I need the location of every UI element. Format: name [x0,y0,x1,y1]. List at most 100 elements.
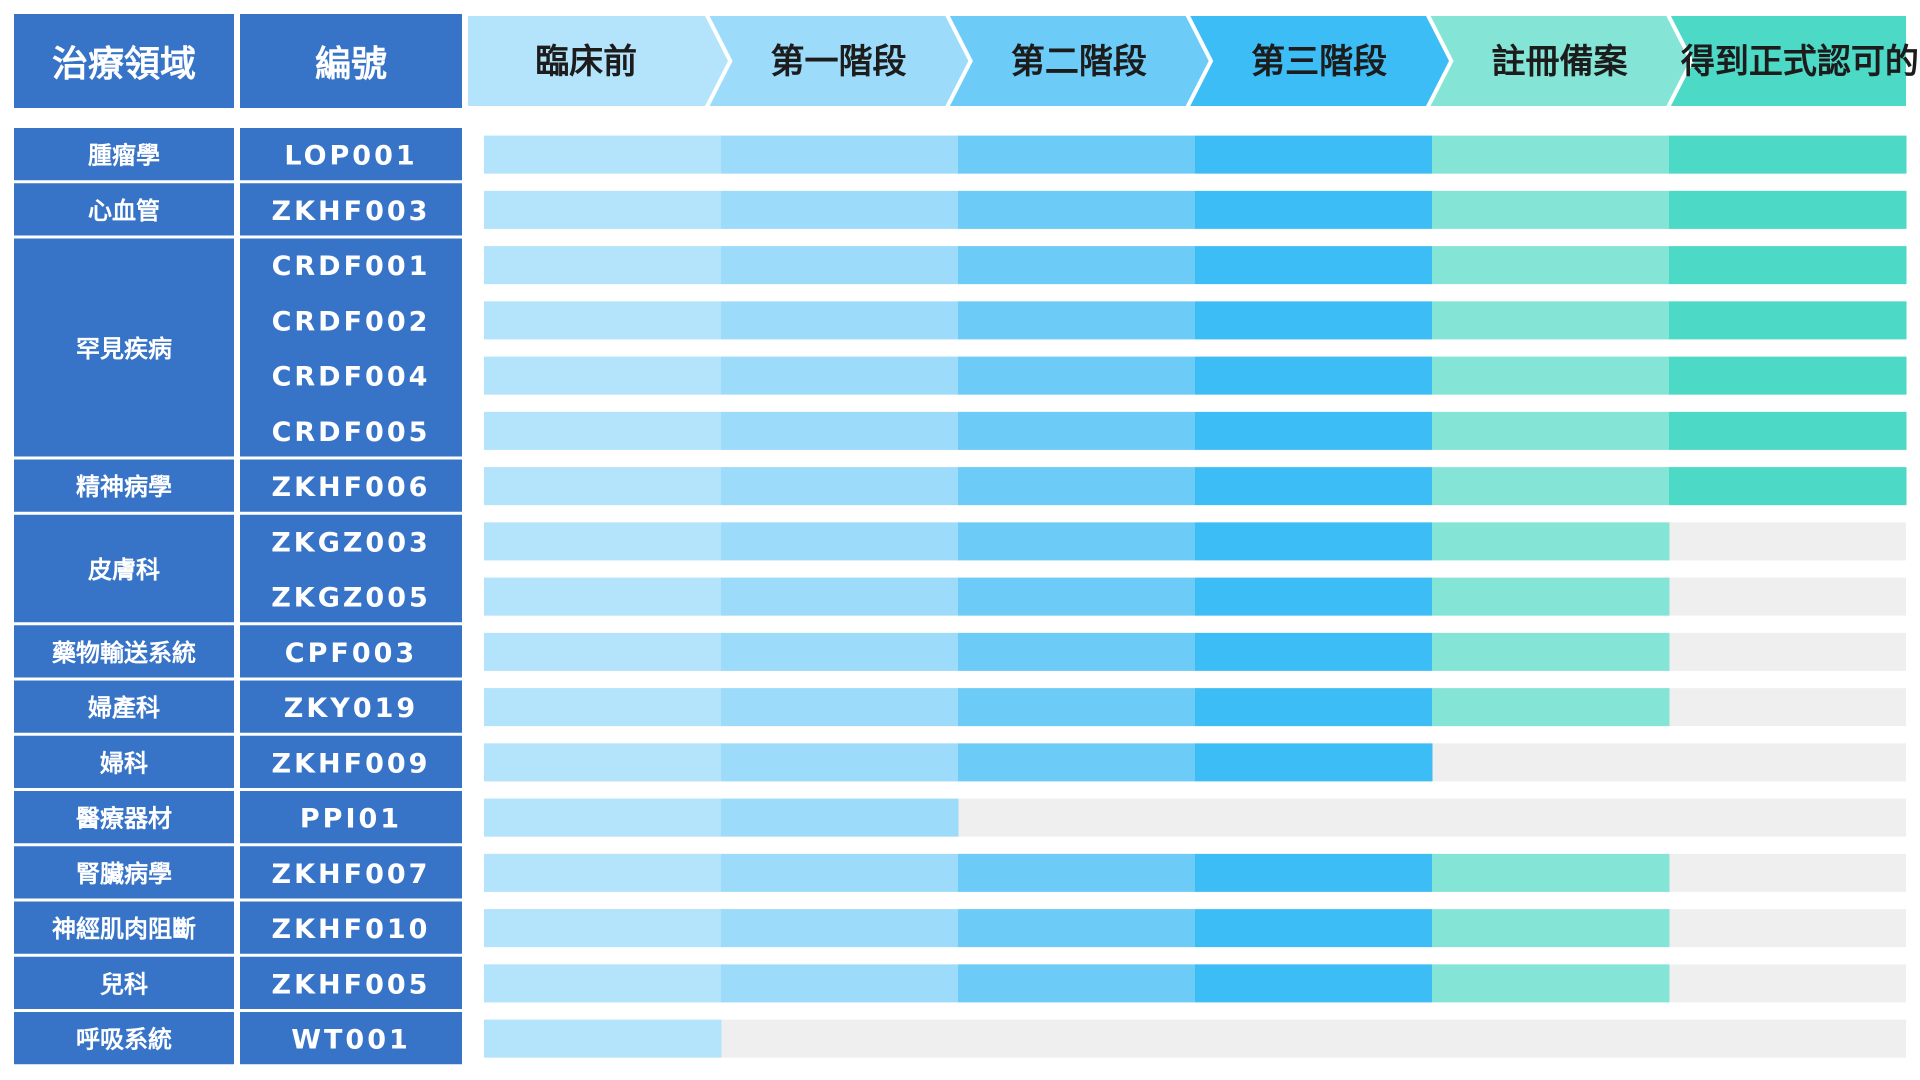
bar-segment-ZKGZ005-stage-5 [1432,577,1670,616]
bar-segment-ZKGZ003-stage-3 [958,522,1196,561]
code-cell [240,735,462,788]
bar-segment-ZKHF005-stage-2 [721,964,959,1003]
area-label: 心血管 [88,197,160,225]
code-cell [240,238,462,457]
code-cell [240,128,462,181]
bar-segment-ZKHF003-stage-5 [1432,190,1670,229]
area-label: 婦科 [99,749,148,777]
code-label: ZKHF010 [272,914,431,945]
area-label: 精神病學 [76,473,172,501]
area-label: 醫療器材 [76,805,172,833]
code-label: ZKGZ005 [271,583,431,614]
code-label: CRDF005 [272,417,431,448]
code-label: CRDF002 [272,306,431,337]
bar-segment-ZKHF003-stage-4 [1195,190,1433,229]
code-cell [240,791,462,844]
bar-segment-ZKHF007-stage-2 [721,853,959,892]
bar-segment-CRDF001-stage-2 [721,246,959,285]
bar-segment-ZKHF010-stage-1 [484,909,722,948]
bar-segment-ZKY019-stage-5 [1432,688,1670,727]
code-label: ZKHF006 [272,472,431,503]
area-cell [14,846,234,899]
bar-segment-ZKGZ005-stage-3 [958,577,1196,616]
code-label: ZKGZ003 [271,527,431,558]
stage-header-label: 臨床前 [535,42,637,82]
bar-segment-ZKGZ003-stage-5 [1432,522,1670,561]
bar-segment-CRDF001-stage-1 [484,246,722,285]
code-label: ZKHF003 [272,196,431,227]
area-label: 腎臟病學 [76,860,172,888]
code-label: CRDF004 [272,362,431,393]
header-code: 編號 [240,14,462,108]
stage-header-label: 第二階段 [1011,42,1147,82]
bar-segment-ZKHF006-stage-5 [1432,467,1670,506]
bar-segment-CRDF004-stage-4 [1195,356,1433,395]
code-cell [240,680,462,733]
bar-segment-ZKGZ003-stage-4 [1195,522,1433,561]
stage-header-label: 第一階段 [771,42,907,82]
code-label: ZKHF009 [272,748,431,779]
area-label: 罕見疾病 [76,335,172,363]
area-label: 腫瘤學 [88,142,160,170]
bar-segment-ZKHF009-stage-4 [1195,743,1433,782]
bar-segment-CRDF002-stage-2 [721,301,959,340]
bar-segment-CRDF002-stage-6 [1669,301,1907,340]
bar-segment-ZKY019-stage-4 [1195,688,1433,727]
bar-segment-CPF003-stage-5 [1432,632,1670,671]
code-label: ZKY019 [284,693,418,724]
bar-segment-CRDF005-stage-5 [1432,411,1670,450]
area-label: 兒科 [100,970,148,998]
bar-segment-ZKHF003-stage-2 [721,190,959,229]
code-label: ZKHF007 [272,859,431,890]
bar-segment-LOP001-stage-3 [958,135,1196,174]
area-cell [14,791,234,844]
code-label: ZKHF005 [272,969,431,1000]
bar-segment-ZKHF006-stage-3 [958,467,1196,506]
bar-segment-ZKHF003-stage-3 [958,190,1196,229]
bar-segment-WT001-stage-1 [484,1019,722,1058]
bar-segment-ZKHF009-stage-1 [484,743,722,782]
bar-segment-ZKHF005-stage-1 [484,964,722,1003]
bar-segment-ZKHF010-stage-3 [958,909,1196,948]
bar-segment-ZKHF006-stage-6 [1669,467,1907,506]
stage-header-label: 註冊備案 [1492,42,1629,82]
bar-segment-ZKY019-stage-3 [958,688,1196,727]
stage-header-label: 第三階段 [1251,42,1387,82]
bar-segment-CRDF005-stage-2 [721,411,959,450]
bar-segment-CRDF005-stage-6 [1669,411,1907,450]
bar-segment-ZKHF003-stage-6 [1669,190,1907,229]
bar-segment-CRDF002-stage-5 [1432,301,1670,340]
header-therapeutic-area: 治療領域 [14,14,234,108]
bar-segment-ZKHF010-stage-2 [721,909,959,948]
bar-segment-CRDF004-stage-2 [721,356,959,395]
area-label: 神經肌肉阻斷 [52,915,196,943]
bar-segment-CRDF005-stage-3 [958,411,1196,450]
bar-segment-ZKY019-stage-2 [721,688,959,727]
area-label: 呼吸系統 [76,1026,172,1054]
bar-segment-ZKHF005-stage-4 [1195,964,1433,1003]
area-cell [14,901,234,954]
bar-segment-ZKHF009-stage-3 [958,743,1196,782]
area-cell [14,514,234,623]
bar-segment-ZKHF007-stage-5 [1432,853,1670,892]
bar-segment-LOP001-stage-5 [1432,135,1670,174]
code-cell [240,625,462,678]
bar-segment-CRDF001-stage-4 [1195,246,1433,285]
area-cell [14,735,234,788]
area-cell [14,459,234,512]
bar-segment-CPF003-stage-2 [721,632,959,671]
bar-segment-ZKHF003-stage-1 [484,190,722,229]
bar-segment-CRDF004-stage-1 [484,356,722,395]
bar-segment-CRDF001-stage-5 [1432,246,1670,285]
bar-segment-ZKHF006-stage-1 [484,467,722,506]
code-cell [240,846,462,899]
bar-segment-CPF003-stage-1 [484,632,722,671]
stage-header-6 [1664,12,1910,110]
code-cell [240,901,462,954]
bar-segment-CRDF004-stage-3 [958,356,1196,395]
area-cell [14,956,234,1009]
code-label: LOP001 [284,141,417,172]
bar-segment-ZKHF005-stage-3 [958,964,1196,1003]
area-cell [14,1012,234,1065]
area-cell [14,183,234,236]
